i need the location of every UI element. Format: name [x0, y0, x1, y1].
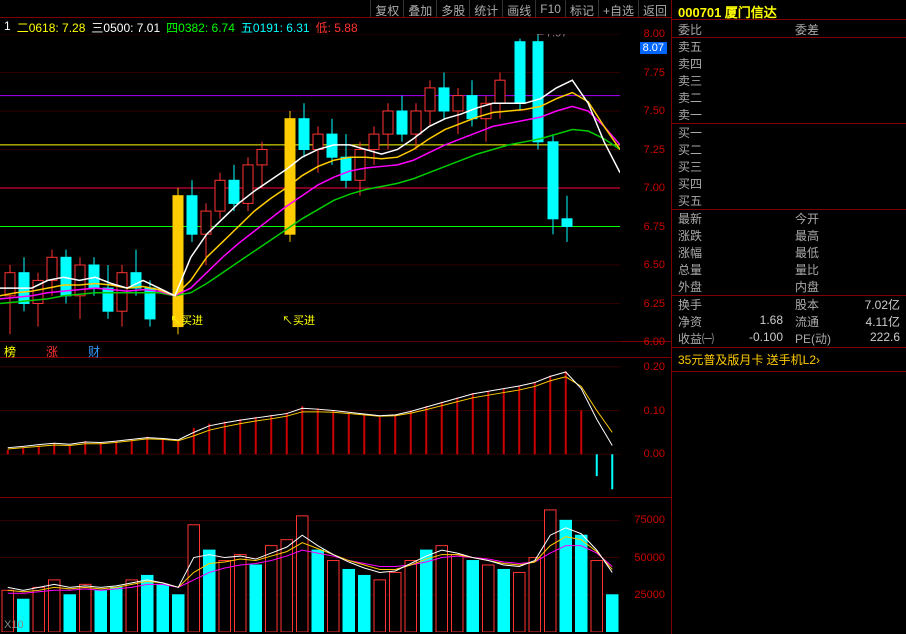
indicator-chart[interactable]: 0.000.100.20: [0, 358, 671, 498]
buy-row: 买三: [672, 158, 906, 175]
toolbar-叠加[interactable]: 叠加: [403, 0, 436, 17]
toolbar-返回[interactable]: 返回: [638, 0, 671, 17]
sell-orders: 卖五卖四卖三卖二卖一: [672, 38, 906, 124]
buy-row: 买五: [672, 192, 906, 209]
toolbar-画线[interactable]: 画线: [502, 0, 535, 17]
ma-2: 二0618: 7.28: [17, 19, 86, 33]
toolbar-统计[interactable]: 统计: [469, 0, 502, 17]
price-badge: 8.07: [640, 42, 667, 54]
tab-cai[interactable]: 财: [88, 343, 100, 356]
buy-orders: 买一买二买三买四买五: [672, 124, 906, 210]
toolbar-标记[interactable]: 标记: [565, 0, 598, 17]
sell-row: 卖二: [672, 89, 906, 106]
sell-row: 卖三: [672, 72, 906, 89]
commission-row: 委比 委差: [672, 20, 906, 38]
candlestick-chart[interactable]: ←7.97 6.006.256.506.757.007.257.507.758.…: [0, 34, 671, 342]
stock-header: 000701 厦门信达: [672, 0, 906, 20]
buy-row: 买二: [672, 141, 906, 158]
buy-marker: ↖买进: [282, 312, 315, 328]
indicator-tabs: 榜 涨 财: [0, 342, 671, 358]
sell-row: 卖五: [672, 38, 906, 55]
promo-link[interactable]: 35元普及版月卡 送手机L2›: [672, 348, 906, 372]
toolbar-+自选[interactable]: +自选: [598, 0, 638, 17]
toolbar-复权[interactable]: 复权: [370, 0, 403, 17]
toolbar-F10[interactable]: F10: [535, 0, 565, 17]
buy-marker: ↖买进: [170, 312, 203, 328]
stock-name: 厦门信达: [725, 5, 777, 20]
buy-row: 买四: [672, 175, 906, 192]
tab-bang[interactable]: 榜: [4, 343, 16, 356]
ma-5: 五0191: 6.31: [241, 19, 310, 33]
toolbar-多股[interactable]: 多股: [436, 0, 469, 17]
ma-indicators: 1 二0618: 7.28 三0500: 7.01 四0382: 6.74 五0…: [0, 18, 671, 34]
ma-low: 低: 5.88: [316, 19, 358, 33]
weibi-label: 委比: [672, 20, 789, 37]
volume-chart[interactable]: X10 250005000075000: [0, 498, 671, 632]
ma-4: 四0382: 6.74: [166, 19, 235, 33]
toolbar: 复权叠加多股统计画线F10标记+自选返回: [0, 0, 671, 18]
tab-zhang[interactable]: 涨: [46, 343, 58, 356]
weicha-label: 委差: [789, 20, 906, 37]
svg-text:←7.97: ←7.97: [535, 34, 567, 40]
sell-row: 卖四: [672, 55, 906, 72]
stock-code: 000701: [678, 5, 721, 20]
quote-info-2: 换手股本7.02亿净资1.68流通4.11亿收益㈠-0.100PE(动)222.…: [672, 296, 906, 348]
ma-3: 三0500: 7.01: [91, 19, 160, 33]
sell-row: 卖一: [672, 106, 906, 123]
svg-text:X10: X10: [4, 619, 24, 631]
buy-row: 买一: [672, 124, 906, 141]
ma-1: 1: [4, 19, 11, 33]
quote-info-1: 最新今开涨跌最高涨幅最低总量量比外盘内盘: [672, 210, 906, 296]
